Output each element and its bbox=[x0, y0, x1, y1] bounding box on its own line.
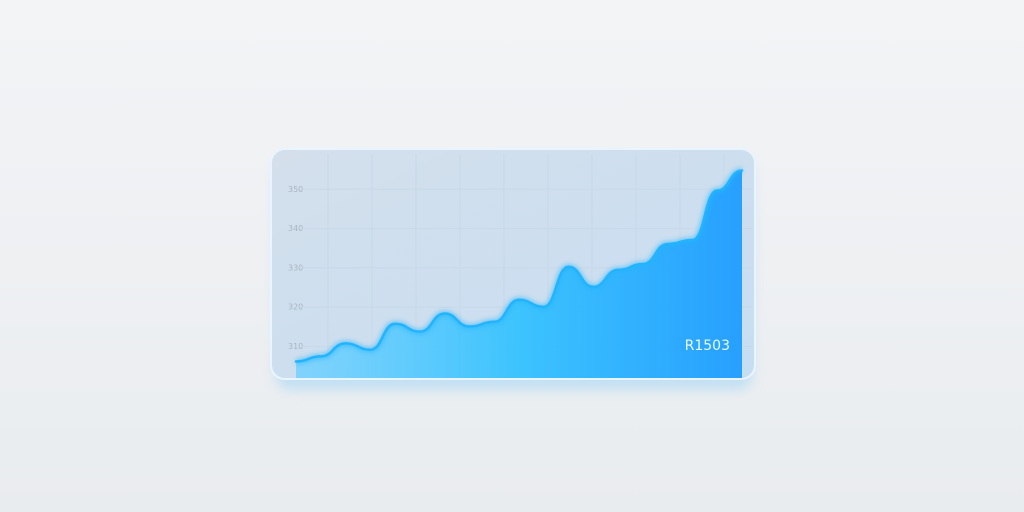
area bbox=[296, 170, 742, 378]
y-tick-label: 350 bbox=[288, 185, 303, 194]
annotation: R1503 bbox=[685, 338, 730, 354]
y-tick-label: 330 bbox=[288, 263, 303, 272]
plot bbox=[294, 167, 744, 378]
y-tick-label: 320 bbox=[288, 303, 303, 312]
line bbox=[294, 169, 744, 363]
y-tick-label: 310 bbox=[288, 342, 303, 351]
y-tick-label: 340 bbox=[288, 224, 303, 233]
